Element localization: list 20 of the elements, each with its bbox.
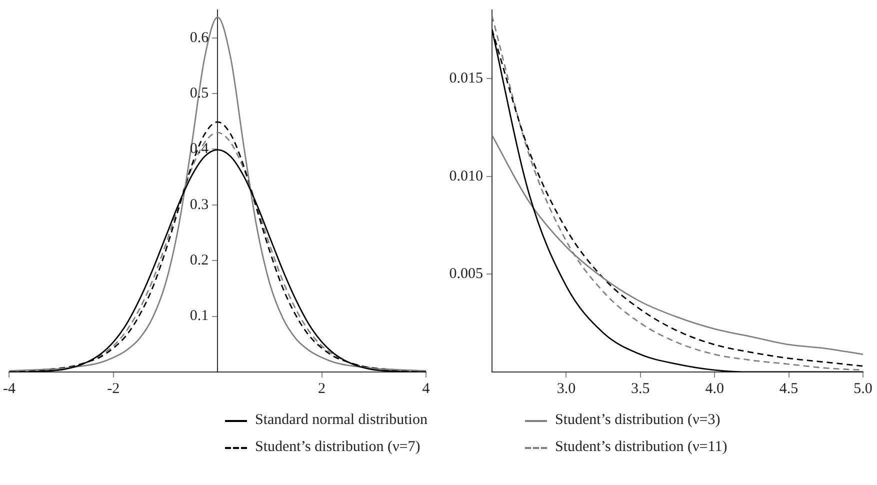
x-tick-label: 2 <box>318 380 326 397</box>
y-tick-label: 0.015 <box>449 70 483 86</box>
y-tick-label: 0.005 <box>449 266 483 282</box>
y-tick-label: 0.6 <box>190 30 210 46</box>
y-tick-label: 0.1 <box>190 308 209 324</box>
y-tick-label: 0.2 <box>190 252 209 269</box>
y-tick-label: 0.010 <box>449 168 483 184</box>
x-tick-label: 4 <box>422 380 430 397</box>
x-tick-label: 4.0 <box>705 380 724 397</box>
legend-label: Student’s distribution (ν=7) <box>255 439 420 456</box>
x-tick-label: 3.0 <box>556 380 576 397</box>
legend-label: Student’s distribution (ν=3) <box>555 412 720 429</box>
y-tick-label: 0.3 <box>190 196 209 213</box>
x-tick-label: 4.5 <box>779 380 798 397</box>
x-tick-label: 5.0 <box>854 380 872 397</box>
x-tick-label: -2 <box>107 380 120 397</box>
x-tick-label: 3.5 <box>631 380 650 397</box>
legend-label: Standard normal distribution <box>255 412 428 429</box>
x-tick-label: -4 <box>3 380 16 397</box>
legend-label: Student’s distribution (ν=11) <box>555 439 728 456</box>
